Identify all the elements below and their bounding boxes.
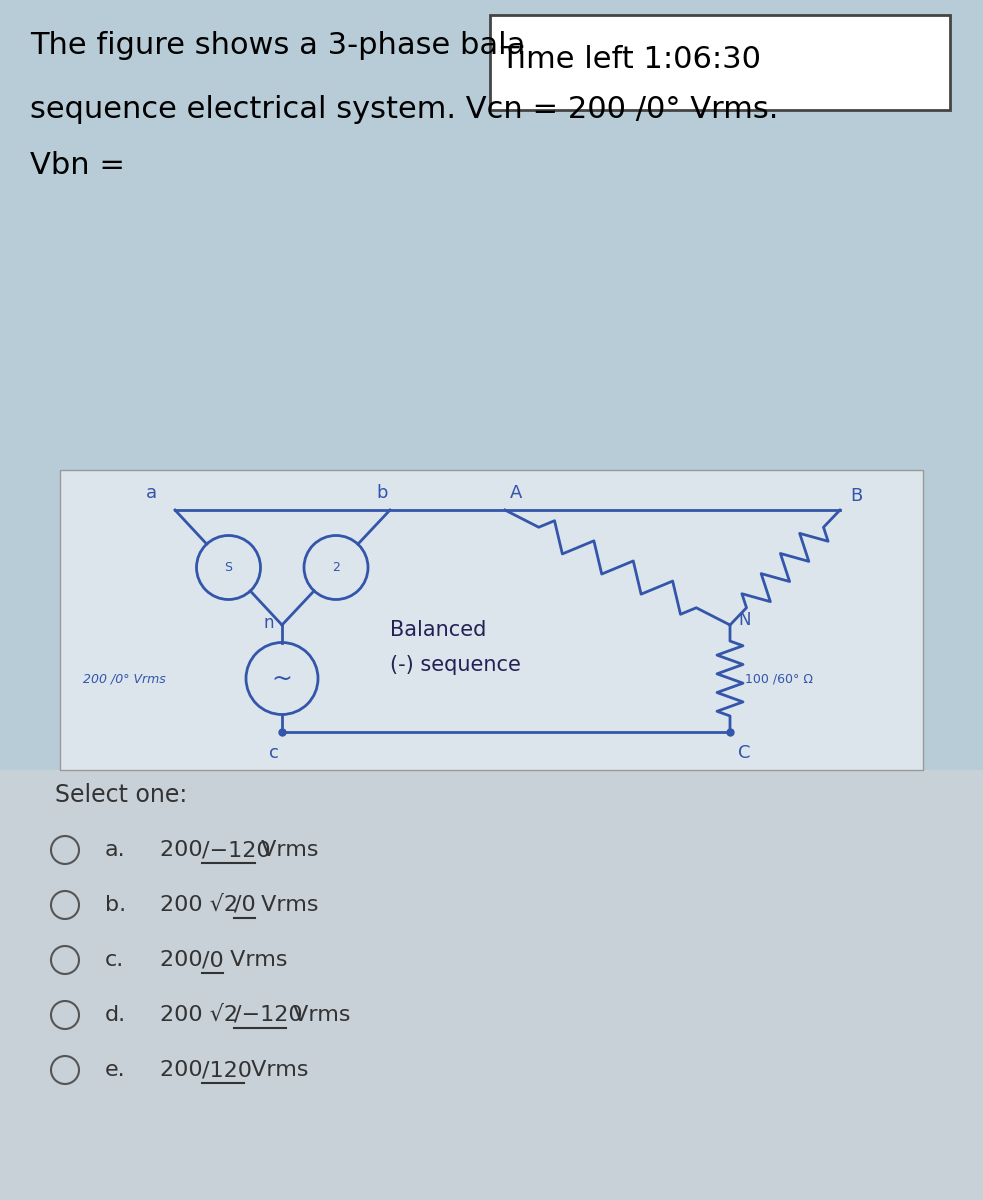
Text: S: S: [224, 560, 233, 574]
Text: The figure shows a 3-phase bala: The figure shows a 3-phase bala: [30, 30, 525, 60]
Text: /120: /120: [202, 1060, 252, 1080]
Text: B: B: [850, 487, 862, 505]
Text: /−120: /−120: [234, 1006, 302, 1025]
Text: 2: 2: [332, 560, 340, 574]
Text: n: n: [263, 614, 274, 632]
Text: Time left 1:06:30: Time left 1:06:30: [500, 46, 761, 74]
Text: ~: ~: [271, 666, 292, 690]
Text: Vbn =: Vbn =: [30, 150, 125, 180]
Text: c: c: [269, 744, 279, 762]
Text: a.: a.: [105, 840, 126, 860]
Text: 200 √2: 200 √2: [160, 1006, 245, 1025]
Text: sequence electrical system. Vcn = 200 /0° Vrms.: sequence electrical system. Vcn = 200 /0…: [30, 96, 779, 125]
Text: /0: /0: [202, 950, 224, 970]
Text: a: a: [145, 484, 157, 502]
Text: c.: c.: [105, 950, 124, 970]
Text: /−120: /−120: [202, 840, 270, 860]
Text: Balanced: Balanced: [390, 620, 487, 640]
Text: 200 √2: 200 √2: [160, 895, 245, 914]
Text: Vrms: Vrms: [255, 895, 319, 914]
Text: Vrms: Vrms: [223, 950, 287, 970]
Text: (-) sequence: (-) sequence: [390, 655, 521, 674]
Text: Vrms: Vrms: [286, 1006, 351, 1025]
Text: 100 /60° Ω: 100 /60° Ω: [745, 672, 813, 685]
Text: 200: 200: [160, 840, 209, 860]
Bar: [60, 470, 923, 770]
Text: b.: b.: [105, 895, 126, 914]
Bar: [0, 770, 983, 1200]
Bar: [0, 0, 983, 240]
Text: Select one:: Select one:: [55, 782, 187, 806]
Text: 200: 200: [160, 1060, 209, 1080]
FancyBboxPatch shape: [490, 14, 950, 110]
Text: e.: e.: [105, 1060, 126, 1080]
Text: Vrms: Vrms: [255, 840, 319, 860]
Text: 200: 200: [160, 950, 209, 970]
Text: /0: /0: [234, 895, 256, 914]
Text: N: N: [738, 611, 750, 629]
Text: 200 /0° Vrms: 200 /0° Vrms: [84, 672, 166, 685]
Text: b: b: [376, 484, 387, 502]
Text: d.: d.: [105, 1006, 126, 1025]
Text: C: C: [738, 744, 750, 762]
Text: A: A: [510, 484, 522, 502]
Text: Vrms: Vrms: [244, 1060, 309, 1080]
